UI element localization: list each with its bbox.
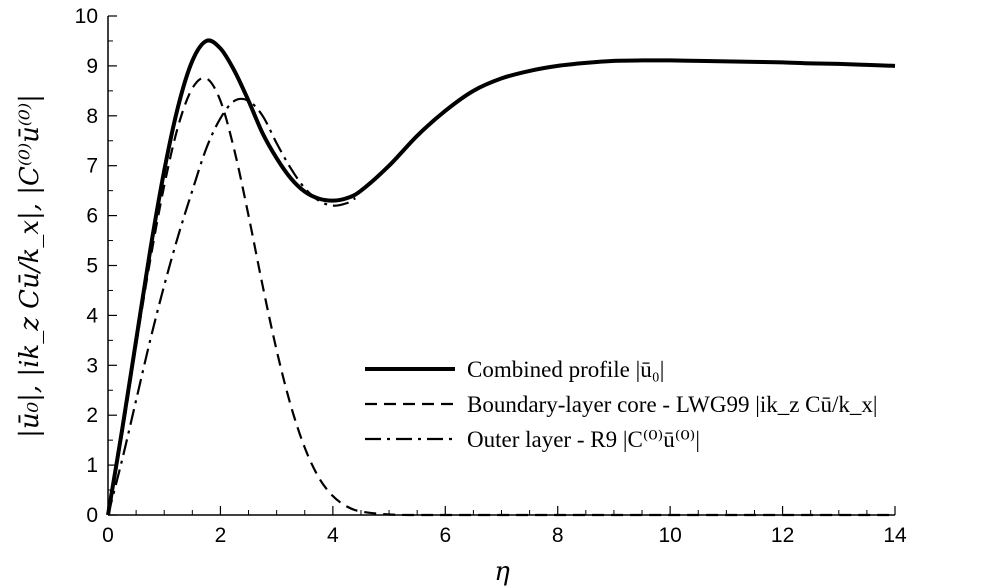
- series-line-1: [106, 76, 895, 517]
- legend: Combined profile |ū₀| Boundary-layer core…: [365, 357, 878, 452]
- series-line-0: [106, 38, 896, 516]
- y-tick-label: 0: [86, 504, 98, 527]
- y-tick-label: 6: [86, 205, 98, 228]
- x-tick-label: 10: [658, 524, 681, 547]
- y-axis-label: |ū₀|, |ik_z Cū/k_x|, |C⁽⁰⁾ū⁽⁰⁾|: [15, 94, 45, 438]
- y-tick-label: 8: [86, 105, 98, 128]
- legend-label: Boundary-layer core - LWG99 |ik_z Cū/k_x…: [467, 392, 878, 417]
- y-tick-label: 9: [86, 55, 98, 78]
- y-tick-label: 3: [86, 354, 98, 377]
- y-tick-label: 10: [75, 5, 98, 28]
- series-line-2: [106, 97, 356, 516]
- legend-label: Outer layer - R9 |C⁽⁰⁾ū⁽⁰⁾|: [467, 427, 700, 452]
- x-tick-label: 4: [327, 524, 339, 547]
- x-tick-label: 14: [883, 524, 907, 547]
- y-tick-label: 7: [86, 155, 98, 178]
- x-tick-label: 2: [215, 524, 227, 547]
- y-tick-label: 1: [86, 454, 98, 477]
- series-group: [106, 38, 896, 517]
- x-tick-label: 12: [771, 524, 794, 547]
- y-tick-label: 5: [86, 255, 98, 278]
- x-axis-label: η: [494, 557, 510, 587]
- legend-label: Combined profile |ū₀|: [467, 357, 664, 382]
- x-tick-label: 8: [552, 524, 564, 547]
- x-tick-label: 0: [102, 524, 114, 547]
- x-tick-label: 6: [439, 524, 451, 547]
- y-tick-label: 4: [86, 304, 98, 327]
- y-tick-label: 2: [86, 404, 98, 427]
